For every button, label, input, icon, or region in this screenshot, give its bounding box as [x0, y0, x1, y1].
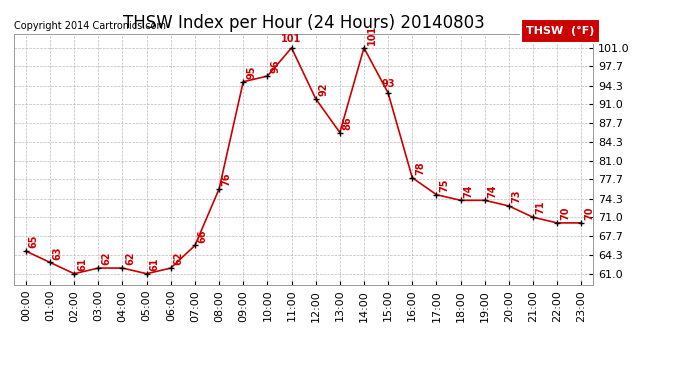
Text: 66: 66 [198, 229, 208, 243]
Text: 62: 62 [126, 252, 135, 265]
Text: 71: 71 [536, 201, 546, 214]
Text: 63: 63 [53, 246, 63, 259]
Text: 92: 92 [319, 82, 328, 96]
Text: 86: 86 [343, 116, 353, 130]
Text: 74: 74 [464, 184, 473, 198]
Text: 70: 70 [584, 207, 594, 220]
Text: 101: 101 [282, 34, 302, 44]
Text: 65: 65 [29, 235, 39, 248]
Text: 74: 74 [488, 184, 497, 198]
Text: Copyright 2014 Cartronics.com: Copyright 2014 Cartronics.com [14, 21, 166, 31]
Text: 61: 61 [150, 257, 159, 271]
Text: 62: 62 [174, 252, 184, 265]
Text: 76: 76 [222, 173, 232, 186]
Text: THSW  (°F): THSW (°F) [526, 26, 595, 36]
Title: THSW Index per Hour (24 Hours) 20140803: THSW Index per Hour (24 Hours) 20140803 [123, 14, 484, 32]
Text: 73: 73 [512, 190, 522, 203]
Text: 78: 78 [415, 161, 425, 175]
Text: 62: 62 [101, 252, 111, 265]
Text: 101: 101 [367, 25, 377, 45]
Text: 96: 96 [270, 60, 280, 74]
Text: 95: 95 [246, 66, 256, 79]
Text: 61: 61 [77, 257, 87, 271]
Text: 75: 75 [440, 178, 449, 192]
Text: 93: 93 [382, 79, 395, 89]
Text: 70: 70 [560, 207, 570, 220]
